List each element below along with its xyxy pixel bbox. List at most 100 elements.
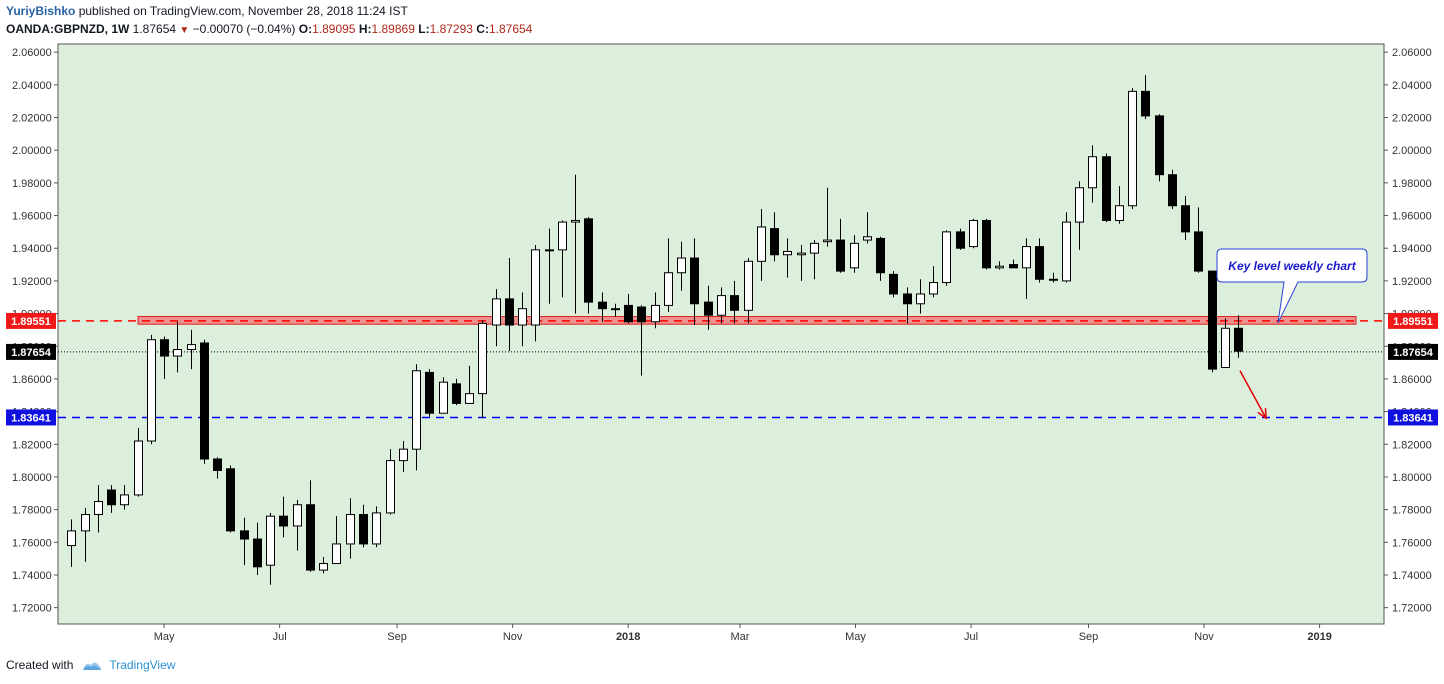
candle <box>1168 169 1177 210</box>
candle-body <box>783 250 792 256</box>
x-tick-label: Sep <box>387 631 407 643</box>
last-price-label-right: 1.87654 <box>1393 347 1434 359</box>
candle-body <box>1102 156 1111 221</box>
author-name[interactable]: YuriyBishko <box>6 4 76 18</box>
candle-body <box>982 219 991 269</box>
support-price-label-right: 1.83641 <box>1393 412 1433 424</box>
support-price-label-left: 1.83641 <box>11 412 51 424</box>
candle <box>266 512 275 585</box>
candle <box>1155 114 1164 182</box>
candle-body <box>147 339 156 442</box>
y-tick-label-left: 2.02000 <box>12 113 52 125</box>
candle-body <box>1062 221 1071 282</box>
candle-body <box>1009 264 1018 269</box>
candle-body <box>187 344 196 351</box>
candle <box>1102 153 1111 223</box>
tradingview-logo-icon[interactable] <box>81 658 103 672</box>
y-tick-label-left: 2.06000 <box>12 47 52 59</box>
candle <box>545 228 554 304</box>
candle-body <box>545 249 554 252</box>
publish-info: YuriyBishko published on TradingView.com… <box>6 4 408 18</box>
candle-body <box>863 236 872 241</box>
low-value: 1.87293 <box>429 22 473 36</box>
candle-body <box>1035 246 1044 280</box>
candle-body <box>850 242 859 269</box>
candle <box>744 258 753 324</box>
candle-body <box>704 301 713 316</box>
open-value: 1.89095 <box>312 22 356 36</box>
candle <box>1141 75 1150 120</box>
footer: Created with TradingView <box>6 658 175 672</box>
candle-body <box>465 393 474 404</box>
x-tick-label: Nov <box>503 631 523 643</box>
price-labels: 1.89551 1.89551 1.87654 1.87654 1.83641 1.836… <box>6 312 1438 426</box>
candle-body <box>1141 90 1150 117</box>
candle <box>107 485 116 513</box>
plot-area[interactable] <box>57 43 1385 625</box>
y-tick-label-right: 1.82000 <box>1392 439 1432 451</box>
candle <box>850 235 859 273</box>
candle <box>213 457 222 479</box>
tradingview-brand[interactable]: TradingView <box>109 658 176 672</box>
x-tick-label: Jul <box>273 631 287 643</box>
candle <box>836 218 845 273</box>
candle <box>757 209 766 281</box>
candle-body <box>452 383 461 404</box>
candle-body <box>1155 115 1164 176</box>
candle-body <box>478 322 487 395</box>
candle-body <box>836 239 845 272</box>
candle-body <box>730 295 739 311</box>
candle <box>505 258 514 352</box>
x-tick-label: May <box>845 631 866 643</box>
candle <box>439 377 448 414</box>
candle <box>810 240 819 280</box>
y-tick-label-right: 1.94000 <box>1392 243 1432 255</box>
candle <box>717 287 726 324</box>
price-chart[interactable]: 2.06000 2.06000 2.04000 2.04000 2.02000 2.020… <box>0 40 1444 650</box>
candle <box>1194 207 1203 273</box>
candle <box>995 261 1004 270</box>
candle-body <box>386 460 395 514</box>
candle-body <box>651 304 660 323</box>
candle <box>240 517 249 566</box>
candle-body <box>1115 205 1124 221</box>
resistance-price-label-left: 1.89551 <box>11 316 51 328</box>
candle <box>279 496 288 538</box>
candle-body <box>94 500 103 516</box>
candle-body <box>213 458 222 471</box>
candle <box>584 217 593 314</box>
candle-body <box>134 440 143 496</box>
symbol-label: OANDA:GBPNZD, 1W <box>6 22 130 36</box>
candle <box>147 334 156 445</box>
candle <box>1208 270 1217 373</box>
projection-arrow-head <box>1257 408 1267 420</box>
candle-body <box>744 260 753 311</box>
candle-body <box>717 295 726 316</box>
high-value: 1.89869 <box>371 22 415 36</box>
y-tick-label-left: 2.04000 <box>12 80 52 92</box>
candle <box>1062 212 1071 283</box>
candle <box>1075 181 1084 250</box>
candle-body <box>823 239 832 243</box>
candle <box>598 292 607 322</box>
candle-body <box>81 514 90 532</box>
candle-body <box>571 219 580 223</box>
candle-body <box>558 221 567 251</box>
candle-body <box>253 538 262 568</box>
y-tick-label-right: 1.96000 <box>1392 211 1432 223</box>
candle <box>81 508 90 562</box>
x-tick-label: Nov <box>1194 631 1214 643</box>
candle-body <box>690 257 699 305</box>
candle-body <box>876 237 885 274</box>
y-tick-label-left: 1.94000 <box>12 243 52 255</box>
x-tick-label: Sep <box>1079 631 1099 643</box>
x-tick-label: Jul <box>964 631 978 643</box>
y-tick-label-left: 1.98000 <box>12 178 52 190</box>
close-label: C: <box>476 22 489 36</box>
candle-body <box>425 371 434 414</box>
y-tick-label-right: 1.86000 <box>1392 374 1432 386</box>
y-tick-label-right: 1.98000 <box>1392 178 1432 190</box>
candle <box>319 557 328 574</box>
candle-body <box>1075 187 1084 223</box>
candle <box>226 465 235 533</box>
